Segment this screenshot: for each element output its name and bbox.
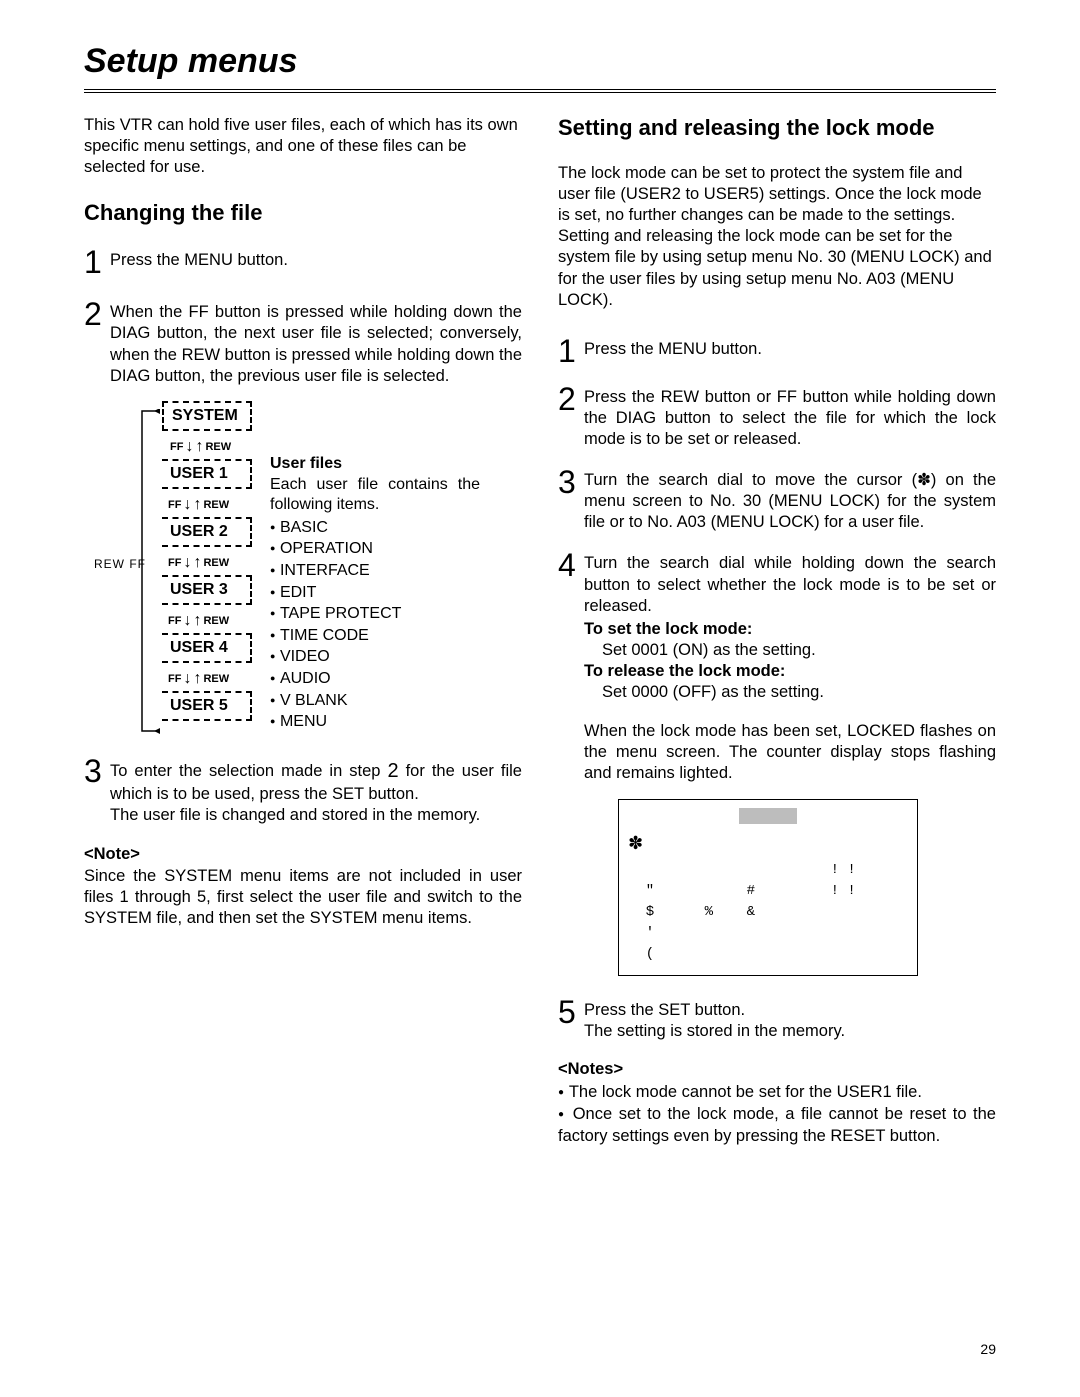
item: V BLANK (270, 690, 480, 712)
user-file-diagram: REW FF SYSTEM FF↓ ↑REW USER 1 FF↓ ↑REW (94, 401, 522, 733)
set-lock-heading: To set the lock mode: (584, 620, 752, 638)
right-intro-1: The lock mode can be set to protect the … (558, 163, 996, 226)
set-lock-text: Set 0001 (ON) as the setting. (584, 640, 996, 661)
left-step-1: 1 Press the MENU button. (84, 244, 522, 278)
step-5a: Press the SET button. (584, 1001, 745, 1019)
left-heading: Changing the file (84, 200, 522, 226)
step-3c: The user file is changed and stored in t… (110, 806, 480, 824)
menu-line: ' (629, 923, 907, 944)
right-step-1: 1 Press the MENU button. (558, 333, 996, 367)
item: BASIC (270, 517, 480, 539)
item: TAPE PROTECT (270, 603, 480, 625)
step-number: 5 (558, 994, 584, 1042)
user-box: USER 4 FF↓ ↑REW (162, 633, 252, 663)
user-box: USER 2 FF↓ ↑REW (162, 517, 252, 547)
note-body: Since the SYSTEM menu items are not incl… (84, 866, 522, 930)
item: MENU (270, 711, 480, 733)
user-files-heading: User files (270, 455, 480, 473)
notes-heading: <Notes> (558, 1060, 996, 1079)
step-number: 1 (84, 244, 110, 278)
ff-rew-arrows: FF↓ ↑REW (168, 499, 229, 511)
page-number: 29 (980, 1341, 996, 1357)
step-number: 2 (84, 296, 110, 386)
item: AUDIO (270, 668, 480, 690)
right-step-3: 3 Turn the search dial to move the curso… (558, 464, 996, 533)
user-file-items: BASIC OPERATION INTERFACE EDIT TAPE PROT… (270, 517, 480, 733)
diagram-boxes: SYSTEM FF↓ ↑REW USER 1 FF↓ ↑REW USER 2 F… (162, 401, 252, 733)
rew-ff-label: REW FF (94, 557, 146, 571)
diagram-bracket (140, 409, 160, 739)
item: TIME CODE (270, 625, 480, 647)
user-box: USER 1 FF↓ ↑REW (162, 459, 252, 489)
diagram-legend: User files Each user file contains the f… (270, 401, 480, 733)
menu-line: $ % & (629, 902, 907, 923)
step-4a: Turn the search dial while holding down … (584, 553, 996, 616)
user-box: USER 5 (162, 691, 252, 721)
left-step-3: 3 To enter the selection made in step 2 … (84, 753, 522, 827)
right-column: Setting and releasing the lock mode The … (558, 115, 996, 1148)
menu-line: ( (629, 944, 907, 965)
asterisk-icon: ✽ (629, 831, 642, 856)
ff-rew-arrows: FF↓ ↑REW (168, 673, 229, 685)
user-label: USER 3 (170, 581, 228, 598)
step-number: 4 (558, 547, 584, 784)
intro-text: This VTR can hold five user files, each … (84, 115, 522, 178)
menu-line: ✽ (629, 827, 907, 860)
item: VIDEO (270, 646, 480, 668)
user-label: USER 1 (170, 465, 228, 482)
step-5b: The setting is stored in the memory. (584, 1022, 845, 1040)
step-number: 1 (558, 333, 584, 367)
user-label: USER 4 (170, 639, 228, 656)
step-number: 3 (84, 753, 110, 827)
step-body: Press the MENU button. (584, 333, 762, 367)
left-column: This VTR can hold five user files, each … (84, 115, 522, 1148)
user-box: USER 3 FF↓ ↑REW (162, 575, 252, 605)
item: OPERATION (270, 538, 480, 560)
step-body: To enter the selection made in step 2 fo… (110, 753, 522, 827)
right-heading: Setting and releasing the lock mode (558, 115, 996, 141)
right-step-2: 2 Press the REW button or FF button whil… (558, 381, 996, 450)
note-item: The lock mode cannot be set for the USER… (558, 1081, 996, 1103)
step-body: Turn the search dial to move the cursor … (584, 464, 996, 533)
right-step-5: 5 Press the SET button. The setting is s… (558, 994, 996, 1042)
notes-list: The lock mode cannot be set for the USER… (558, 1081, 996, 1148)
item: INTERFACE (270, 560, 480, 582)
user-label: USER 2 (170, 523, 228, 540)
user-files-desc: Each user file contains the following it… (270, 475, 480, 515)
step-number: 3 (558, 464, 584, 533)
right-step-4: 4 Turn the search dial while holding dow… (558, 547, 996, 784)
item: EDIT (270, 582, 480, 604)
menu-line: " # ! ! (629, 881, 907, 902)
release-lock-heading: To release the lock mode: (584, 662, 785, 680)
release-lock-text: Set 0000 (OFF) as the setting. (584, 682, 996, 703)
locked-text: When the lock mode has been set, LOCKED … (584, 721, 996, 784)
system-box: SYSTEM FF↓ ↑REW (162, 401, 252, 431)
ff-rew-arrows: FF↓ ↑REW (170, 441, 231, 453)
step-body: Turn the search dial while holding down … (584, 547, 996, 784)
step-3a: To enter the selection made in step (110, 762, 387, 780)
menu-screen: ✽ ! ! " # ! ! $ % & ' ( (618, 799, 918, 976)
inline-step-ref: 2 (387, 760, 398, 782)
step-body: When the FF button is pressed while hold… (110, 296, 522, 386)
right-intro-2: Setting and releasing the lock mode can … (558, 226, 996, 310)
menu-highlight (629, 806, 907, 827)
note-item: Once set to the lock mode, a file cannot… (558, 1103, 996, 1148)
step-body: Press the MENU button. (110, 244, 288, 278)
title-rule (84, 89, 996, 93)
ff-rew-arrows: FF↓ ↑REW (168, 557, 229, 569)
page-title: Setup menus (84, 42, 996, 81)
left-step-2: 2 When the FF button is pressed while ho… (84, 296, 522, 386)
system-label: SYSTEM (172, 407, 238, 424)
note-heading: <Note> (84, 845, 522, 864)
columns: This VTR can hold five user files, each … (84, 115, 996, 1148)
step-body: Press the SET button. The setting is sto… (584, 994, 845, 1042)
step-body: Press the REW button or FF button while … (584, 381, 996, 450)
ff-rew-arrows: FF↓ ↑REW (168, 615, 229, 627)
user-label: USER 5 (170, 697, 228, 714)
step-number: 2 (558, 381, 584, 450)
menu-line: ! ! (629, 860, 907, 881)
